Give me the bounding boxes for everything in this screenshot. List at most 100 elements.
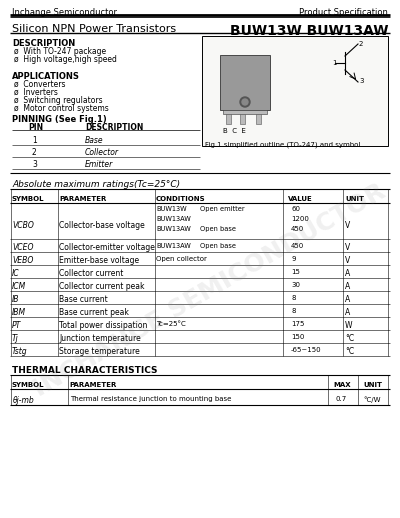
Text: B  C  E: B C E xyxy=(223,128,246,134)
Text: CONDITIONS: CONDITIONS xyxy=(156,196,206,202)
Text: 3: 3 xyxy=(32,160,37,169)
Text: Silicon NPN Power Transistors: Silicon NPN Power Transistors xyxy=(12,24,176,34)
Text: Total power dissipation: Total power dissipation xyxy=(59,321,147,330)
Bar xyxy=(256,114,260,124)
Text: 0.7: 0.7 xyxy=(336,396,347,402)
Text: 2: 2 xyxy=(32,148,37,157)
Text: BUW13AW: BUW13AW xyxy=(156,243,191,249)
Text: UNIT: UNIT xyxy=(363,382,382,388)
Text: Absolute maximum ratings(Tc=25°C): Absolute maximum ratings(Tc=25°C) xyxy=(12,180,180,189)
Text: ø  Inverters: ø Inverters xyxy=(14,88,58,97)
Text: DESCRIPTION: DESCRIPTION xyxy=(12,39,75,48)
Text: VALUE: VALUE xyxy=(288,196,313,202)
Bar xyxy=(202,36,388,146)
Text: APPLICATIONS: APPLICATIONS xyxy=(12,72,80,81)
Text: THERMAL CHARACTERISTICS: THERMAL CHARACTERISTICS xyxy=(12,366,158,375)
Text: 1: 1 xyxy=(332,60,336,66)
Bar xyxy=(226,114,230,124)
Text: 2: 2 xyxy=(359,41,363,47)
Text: INCHANGE SEMICONDUCTOR: INCHANGE SEMICONDUCTOR xyxy=(30,179,390,401)
Bar xyxy=(223,110,267,114)
Text: 8: 8 xyxy=(291,295,296,301)
Text: ø  Motor control systems: ø Motor control systems xyxy=(14,104,109,113)
Text: VEBO: VEBO xyxy=(12,256,33,265)
Text: -65~150: -65~150 xyxy=(291,347,322,353)
Text: A: A xyxy=(345,295,350,304)
Text: Base current: Base current xyxy=(59,295,108,304)
Text: PIN: PIN xyxy=(28,123,43,132)
Text: VCBO: VCBO xyxy=(12,221,34,230)
Text: A: A xyxy=(345,308,350,317)
Text: Inchange Semiconductor: Inchange Semiconductor xyxy=(12,8,117,17)
Text: 450: 450 xyxy=(291,226,304,232)
Text: Base current peak: Base current peak xyxy=(59,308,129,317)
Text: Open base: Open base xyxy=(200,226,236,232)
Text: °C: °C xyxy=(345,347,354,356)
Text: A: A xyxy=(345,282,350,291)
Text: Open base: Open base xyxy=(200,243,236,249)
Text: PARAMETER: PARAMETER xyxy=(69,382,116,388)
Text: Junction temperature: Junction temperature xyxy=(59,334,141,343)
Text: θj-mb: θj-mb xyxy=(13,396,35,405)
Text: Storage temperature: Storage temperature xyxy=(59,347,140,356)
Text: 9: 9 xyxy=(291,256,296,262)
Text: Product Specification: Product Specification xyxy=(299,8,388,17)
Text: V: V xyxy=(345,256,350,265)
Text: BUW13AW: BUW13AW xyxy=(156,226,191,232)
Text: 15: 15 xyxy=(291,269,300,275)
Text: Thermal resistance junction to mounting base: Thermal resistance junction to mounting … xyxy=(70,396,231,402)
Text: PT: PT xyxy=(12,321,21,330)
Text: SYMBOL: SYMBOL xyxy=(12,382,44,388)
Text: VCEO: VCEO xyxy=(12,243,34,252)
Text: A: A xyxy=(345,269,350,278)
Text: Collector current peak: Collector current peak xyxy=(59,282,144,291)
Bar xyxy=(240,114,244,124)
Text: MAX: MAX xyxy=(333,382,351,388)
Text: °C/W: °C/W xyxy=(363,396,380,402)
Text: Collector: Collector xyxy=(85,148,119,157)
Text: 1200: 1200 xyxy=(291,216,309,222)
Bar xyxy=(220,55,270,110)
Text: W: W xyxy=(345,321,352,330)
Text: ICM: ICM xyxy=(12,282,26,291)
Text: PARAMETER: PARAMETER xyxy=(59,196,106,202)
Text: Base: Base xyxy=(85,136,104,145)
Text: Collector-base voltage: Collector-base voltage xyxy=(59,221,145,230)
Text: 3: 3 xyxy=(359,78,364,84)
Text: 60: 60 xyxy=(291,206,300,212)
Text: 30: 30 xyxy=(291,282,300,288)
Text: IBM: IBM xyxy=(12,308,26,317)
Text: ø  Converters: ø Converters xyxy=(14,80,66,89)
Text: V: V xyxy=(345,243,350,252)
Text: 1: 1 xyxy=(32,136,37,145)
Text: Tc=25°C: Tc=25°C xyxy=(156,321,186,327)
Text: 150: 150 xyxy=(291,334,304,340)
Text: ø  Switching regulators: ø Switching regulators xyxy=(14,96,103,105)
Text: Tj: Tj xyxy=(12,334,19,343)
Text: UNIT: UNIT xyxy=(345,196,364,202)
Text: Open emitter: Open emitter xyxy=(200,206,245,212)
Circle shape xyxy=(242,99,248,105)
Text: 8: 8 xyxy=(291,308,296,314)
Text: 175: 175 xyxy=(291,321,304,327)
Text: PINNING (See Fig.1): PINNING (See Fig.1) xyxy=(12,115,107,124)
Circle shape xyxy=(240,97,250,107)
Text: 450: 450 xyxy=(291,243,304,249)
Text: BUW13W BUW13AW: BUW13W BUW13AW xyxy=(230,24,388,38)
Text: Emitter: Emitter xyxy=(85,160,113,169)
Text: V: V xyxy=(345,221,350,230)
Text: IB: IB xyxy=(12,295,20,304)
Text: Tstg: Tstg xyxy=(12,347,28,356)
Text: Collector-emitter voltage: Collector-emitter voltage xyxy=(59,243,155,252)
Text: Emitter-base voltage: Emitter-base voltage xyxy=(59,256,139,265)
Text: BUW13W: BUW13W xyxy=(156,206,187,212)
Text: Collector current: Collector current xyxy=(59,269,123,278)
Text: ø  With TO-247 package: ø With TO-247 package xyxy=(14,47,106,56)
Text: SYMBOL: SYMBOL xyxy=(12,196,44,202)
Text: Open collector: Open collector xyxy=(156,256,207,262)
Text: ø  High voltage,high speed: ø High voltage,high speed xyxy=(14,55,117,64)
Text: BUW13AW: BUW13AW xyxy=(156,216,191,222)
Text: Fig.1 simplified outline (TO-247) and symbol: Fig.1 simplified outline (TO-247) and sy… xyxy=(205,142,360,149)
Text: °C: °C xyxy=(345,334,354,343)
Text: IC: IC xyxy=(12,269,20,278)
